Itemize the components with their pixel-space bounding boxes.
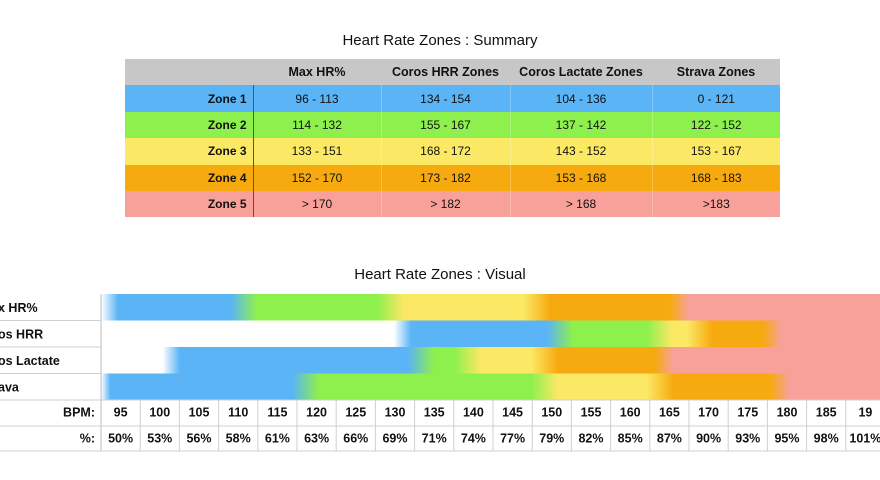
summary-cell: 96 - 113	[252, 85, 381, 112]
row-label: os HRR	[0, 327, 43, 341]
summary-cell: 134 - 154	[380, 85, 510, 112]
bpm-tick-label: 180	[777, 406, 798, 420]
pct-tick-label: 95%	[774, 432, 799, 446]
summary-cell: > 182	[380, 190, 510, 218]
bpm-tick-label: 175	[737, 406, 758, 420]
summary-header-strava: Strava Zones	[652, 59, 780, 86]
summary-zone-label: Zone 2	[125, 111, 254, 139]
summary-cell: 143 - 152	[509, 138, 652, 165]
row-label: os Lactate	[0, 354, 60, 368]
bpm-tick-label: 135	[424, 406, 445, 420]
summary-cell: 153 - 168	[509, 164, 652, 191]
pct-tick-label: 77%	[500, 432, 525, 446]
pct-tick-label: 69%	[382, 432, 407, 446]
summary-cell: 153 - 167	[651, 138, 780, 165]
summary-cell: >183	[651, 190, 780, 218]
pct-tick-label: 74%	[461, 432, 486, 446]
summary-cell: 133 - 151	[252, 138, 381, 165]
bpm-tick-label: 170	[698, 406, 719, 420]
zone-bar-row-4	[101, 373, 880, 400]
pct-label: %:	[80, 432, 95, 446]
zone-bar-row-1	[101, 294, 880, 321]
bpm-tick-label: 110	[228, 406, 248, 420]
bpm-tick-label: 100	[149, 406, 170, 420]
summary-zone-label: Zone 3	[125, 138, 254, 165]
bpm-tick-label: 185	[816, 406, 837, 420]
summary-header-row: Max HR% Coros HRR Zones Coros Lactate Zo…	[125, 59, 780, 86]
summary-header-max-hr: Max HR%	[253, 59, 381, 86]
summary-cell: 114 - 132	[252, 111, 381, 139]
pct-tick-label: 63%	[304, 432, 329, 446]
pct-tick-label: 85%	[618, 432, 643, 446]
pct-tick-label: 98%	[814, 432, 839, 446]
pct-tick-label: 66%	[343, 432, 368, 446]
pct-tick-label: 53%	[147, 432, 172, 446]
summary-row-zone-5: Zone 5 > 170 > 182 > 168 >183	[125, 190, 780, 218]
summary-cell: 137 - 142	[509, 111, 652, 139]
pct-tick-label: 56%	[186, 432, 211, 446]
summary-zone-label: Zone 1	[125, 85, 254, 112]
summary-cell: 122 - 152	[651, 111, 780, 139]
zone-bar-row-2	[101, 320, 880, 347]
summary-cell: 0 - 121	[651, 85, 780, 112]
summary-row-zone-4: Zone 4 152 - 170 173 - 182 153 - 168 168 - 1…	[125, 164, 780, 191]
visual-title: Heart Rate Zones : Visual	[354, 266, 526, 283]
summary-cell: > 170	[252, 190, 381, 218]
pct-tick-label: 61%	[265, 432, 290, 446]
summary-row-zone-1: Zone 1 96 - 113 134 - 154 104 - 136 0 - 121	[125, 85, 780, 112]
bpm-tick-label: 115	[267, 406, 287, 420]
summary-table: Max HR% Coros HRR Zones Coros Lactate Zo…	[125, 59, 780, 218]
bpm-tick-label: 155	[581, 406, 602, 420]
pct-tick-label: 79%	[539, 432, 564, 446]
summary-header-coros-lactate: Coros Lactate Zones	[510, 59, 652, 86]
bpm-tick-label: 125	[345, 406, 366, 420]
bpm-tick-label: 165	[659, 406, 680, 420]
pct-tick-label: 101%	[849, 432, 880, 446]
summary-header-blank	[125, 59, 253, 86]
bpm-tick-label: 95	[114, 406, 128, 420]
bpm-tick-label: 130	[385, 406, 406, 420]
row-label: x HR%	[0, 301, 38, 315]
pct-tick-label: 90%	[696, 432, 721, 446]
bpm-tick-label: 145	[502, 406, 523, 420]
pct-tick-label: 93%	[735, 432, 760, 446]
bpm-tick-label: 120	[306, 406, 327, 420]
bpm-tick-label: 160	[620, 406, 641, 420]
summary-cell: 173 - 182	[380, 164, 510, 191]
summary-cell: > 168	[509, 190, 652, 218]
pct-tick-label: 50%	[108, 432, 133, 446]
row-label: ava	[0, 380, 20, 394]
bpm-tick-label: 105	[189, 406, 210, 420]
summary-cell: 104 - 136	[509, 85, 652, 112]
summary-cell: 168 - 183	[651, 164, 780, 191]
summary-cell: 168 - 172	[380, 138, 510, 165]
pct-tick-label: 71%	[422, 432, 447, 446]
pct-tick-label: 58%	[226, 432, 251, 446]
summary-header-coros-hrr: Coros HRR Zones	[381, 59, 510, 86]
bpm-tick-label: 19	[858, 406, 872, 420]
bpm-label: BPM:	[63, 406, 95, 420]
summary-cell: 155 - 167	[380, 111, 510, 139]
pct-tick-label: 87%	[657, 432, 682, 446]
summary-zone-label: Zone 4	[125, 164, 254, 191]
bpm-tick-label: 140	[463, 406, 484, 420]
zone-bar-row-3	[101, 347, 880, 374]
summary-cell: 152 - 170	[252, 164, 381, 191]
summary-row-zone-2: Zone 2 114 - 132 155 - 167 137 - 142 122 - 1…	[125, 111, 780, 139]
summary-title: Heart Rate Zones : Summary	[342, 32, 538, 49]
pct-tick-label: 82%	[578, 432, 603, 446]
summary-row-zone-3: Zone 3 133 - 151 168 - 172 143 - 152 153 - 1…	[125, 138, 780, 165]
bpm-tick-label: 150	[541, 406, 562, 420]
